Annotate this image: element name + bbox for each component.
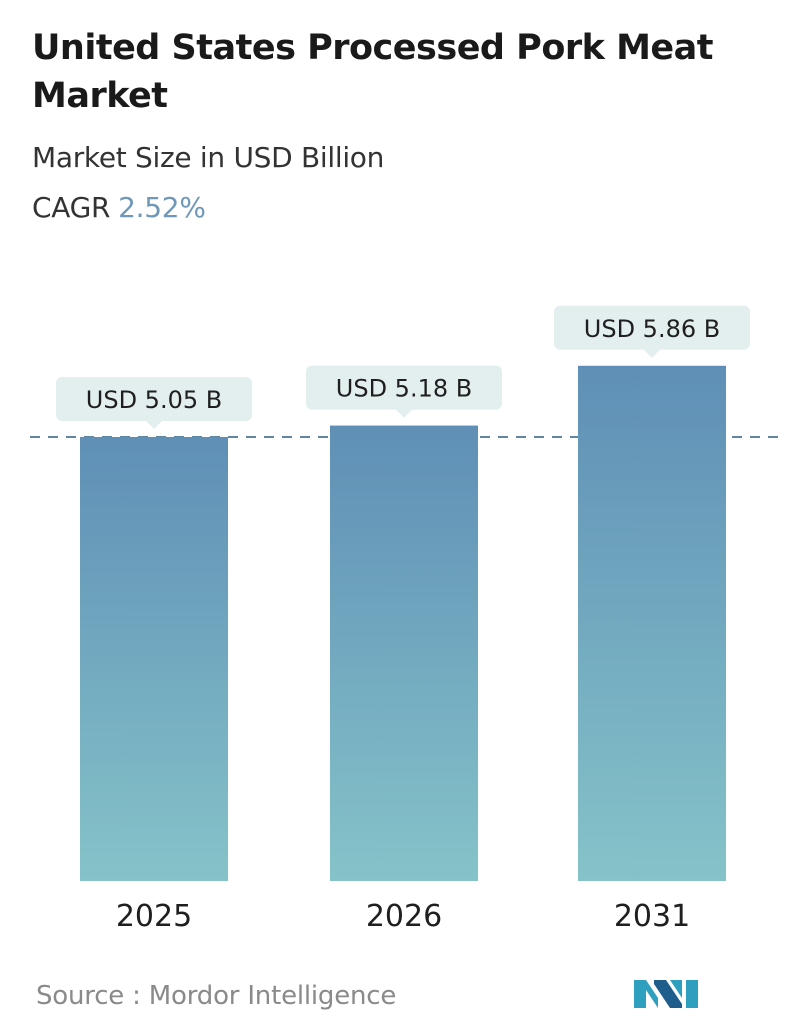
bar-2025 [80, 437, 228, 881]
value-label: USD 5.18 B [336, 375, 472, 403]
cagr-label: CAGR [32, 191, 111, 224]
x-tick-label: 2031 [614, 899, 690, 934]
value-label: USD 5.05 B [86, 386, 222, 414]
bar-chart: USD 5.05 B 2025 USD 5.18 B 2026 USD 5.86 B 20… [30, 305, 786, 934]
bar-2031 [578, 365, 726, 881]
value-label-bubble: USD 5.86 B [554, 305, 750, 358]
x-tick-label: 2025 [116, 899, 192, 934]
cagr-value: 2.52% [118, 191, 206, 224]
mordor-intelligence-logo-icon [634, 980, 698, 1008]
value-label-bubble: USD 5.05 B [56, 377, 252, 429]
chart-title: United States Processed Pork Meat Market [32, 28, 714, 116]
value-label-pointer [146, 421, 162, 429]
bar-2026 [330, 425, 478, 881]
value-label-box [56, 377, 252, 421]
chart-subtitle: Market Size in USD Billion [32, 141, 385, 174]
cagr-line: CAGR 2.52% [32, 190, 206, 226]
value-label-box [554, 305, 750, 350]
value-label-pointer [396, 409, 412, 418]
x-tick-label: 2026 [366, 899, 442, 934]
value-label-pointer [644, 349, 660, 358]
value-label: USD 5.86 B [584, 315, 720, 343]
value-label-box [306, 365, 502, 410]
value-label-bubble: USD 5.18 B [306, 365, 502, 418]
source-text: Source : Mordor Intelligence [36, 981, 397, 1011]
